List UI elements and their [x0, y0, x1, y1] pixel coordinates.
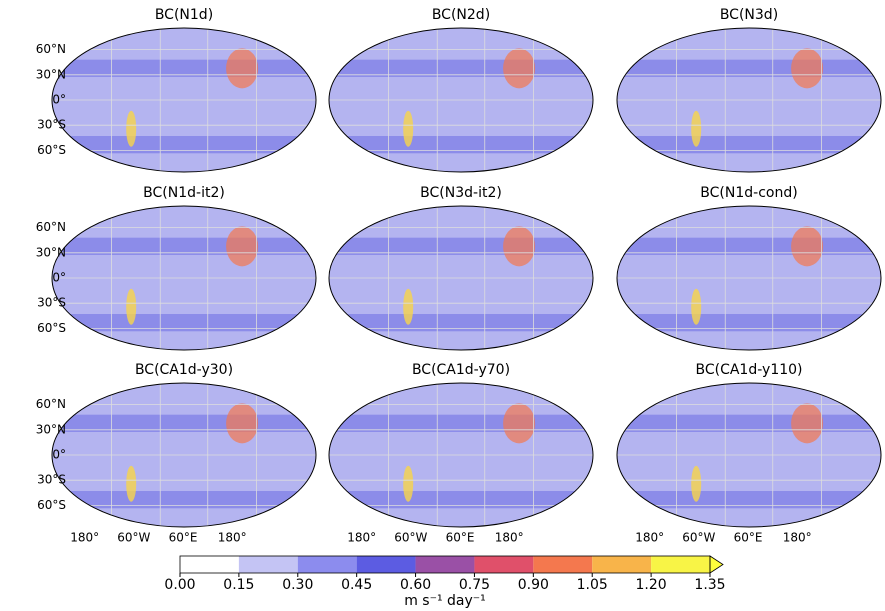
lat-label: 30°N — [36, 422, 66, 436]
panel-title: BC(N2d) — [432, 7, 490, 23]
lat-label: 60°N — [36, 397, 66, 411]
colorbar-tick-label: 0.90 — [518, 577, 549, 593]
blob — [126, 111, 136, 147]
lat-label: 0° — [52, 448, 66, 462]
blob — [503, 403, 535, 443]
band — [617, 60, 881, 77]
colorbar-swatch — [651, 556, 710, 573]
panel-title: BC(CA1d-y70) — [412, 362, 510, 378]
colorbar-tick-label: 0.75 — [459, 577, 490, 593]
lon-label: 180° — [218, 531, 247, 545]
lon-label: 60°E — [169, 531, 198, 545]
blob — [791, 403, 823, 443]
colorbar-tick-label: 1.05 — [577, 577, 608, 593]
blob — [791, 48, 823, 88]
lon-label: 180° — [495, 531, 524, 545]
map — [52, 28, 316, 172]
colorbar-tick-label: 0.15 — [223, 577, 254, 593]
band — [329, 415, 593, 432]
blob — [691, 289, 701, 325]
panel-title: BC(CA1d-y110) — [695, 362, 802, 378]
blob — [791, 226, 823, 266]
lat-label: 60°S — [37, 143, 66, 157]
lon-label: 180° — [70, 531, 99, 545]
lat-label: 60°S — [37, 498, 66, 512]
blob — [226, 48, 258, 88]
colorbar-swatch — [357, 556, 416, 573]
band — [617, 415, 881, 432]
blob — [403, 466, 413, 502]
band — [617, 238, 881, 255]
colorbar-tick-label: 0.30 — [282, 577, 313, 593]
lat-label: 30°N — [36, 67, 66, 81]
band — [52, 60, 316, 77]
panel-title: BC(N1d-it2) — [143, 185, 225, 201]
map — [329, 383, 593, 527]
band — [329, 60, 593, 77]
map — [52, 206, 316, 350]
colorbar-tick-label: 1.20 — [636, 577, 667, 593]
map — [52, 383, 316, 527]
lat-label: 30°S — [37, 118, 66, 132]
blob — [403, 289, 413, 325]
blob — [503, 226, 535, 266]
lon-label: 60°W — [394, 531, 427, 545]
map — [617, 28, 881, 172]
lon-label: 60°E — [734, 531, 763, 545]
band — [52, 415, 316, 432]
blob — [403, 111, 413, 147]
colorbar-swatch — [239, 556, 298, 573]
panel-title: BC(N1d-cond) — [700, 185, 797, 201]
blob — [691, 111, 701, 147]
band — [329, 238, 593, 255]
blob — [226, 226, 258, 266]
panel-title: BC(N3d) — [720, 7, 778, 23]
blob — [226, 403, 258, 443]
panel-title: BC(CA1d-y30) — [135, 362, 233, 378]
blob — [126, 466, 136, 502]
panel-title: BC(N3d-it2) — [420, 185, 502, 201]
colorbar-tick-label: 0.60 — [400, 577, 431, 593]
blob — [126, 289, 136, 325]
colorbar-swatch — [416, 556, 475, 573]
figure: BC(N1d) 60°N 30°N 0° 30°S 60°S BC(N2d) BC(N3d) B… — [0, 0, 885, 611]
colorbar-swatch — [474, 556, 533, 573]
band — [52, 238, 316, 255]
lat-label: 30°S — [37, 473, 66, 487]
lon-label: 60°W — [117, 531, 150, 545]
colorbar-swatch — [298, 556, 357, 573]
lat-label: 30°S — [37, 296, 66, 310]
colorbar-swatch — [180, 556, 239, 573]
map — [617, 206, 881, 350]
lat-label: 30°N — [36, 245, 66, 259]
lon-label: 180° — [635, 531, 664, 545]
colorbar-tick-label: 0.00 — [164, 577, 195, 593]
map — [329, 206, 593, 350]
colorbar-label: m s⁻¹ day⁻¹ — [404, 593, 486, 609]
lat-label: 60°N — [36, 42, 66, 56]
lat-label: 0° — [52, 271, 66, 285]
panel-title: BC(N1d) — [155, 7, 213, 23]
lat-label: 60°S — [37, 321, 66, 335]
lon-label: 60°W — [682, 531, 715, 545]
colorbar-tick-label: 1.35 — [694, 577, 725, 593]
lon-label: 180° — [783, 531, 812, 545]
lon-label: 180° — [347, 531, 376, 545]
colorbar-swatch — [592, 556, 651, 573]
lat-label: 0° — [52, 93, 66, 107]
blob — [503, 48, 535, 88]
map — [617, 383, 881, 527]
colorbar-extend — [710, 556, 723, 573]
blob — [691, 466, 701, 502]
colorbar-swatch — [533, 556, 592, 573]
lon-label: 60°E — [446, 531, 475, 545]
map — [329, 28, 593, 172]
colorbar-tick-label: 0.45 — [341, 577, 372, 593]
lat-label: 60°N — [36, 220, 66, 234]
